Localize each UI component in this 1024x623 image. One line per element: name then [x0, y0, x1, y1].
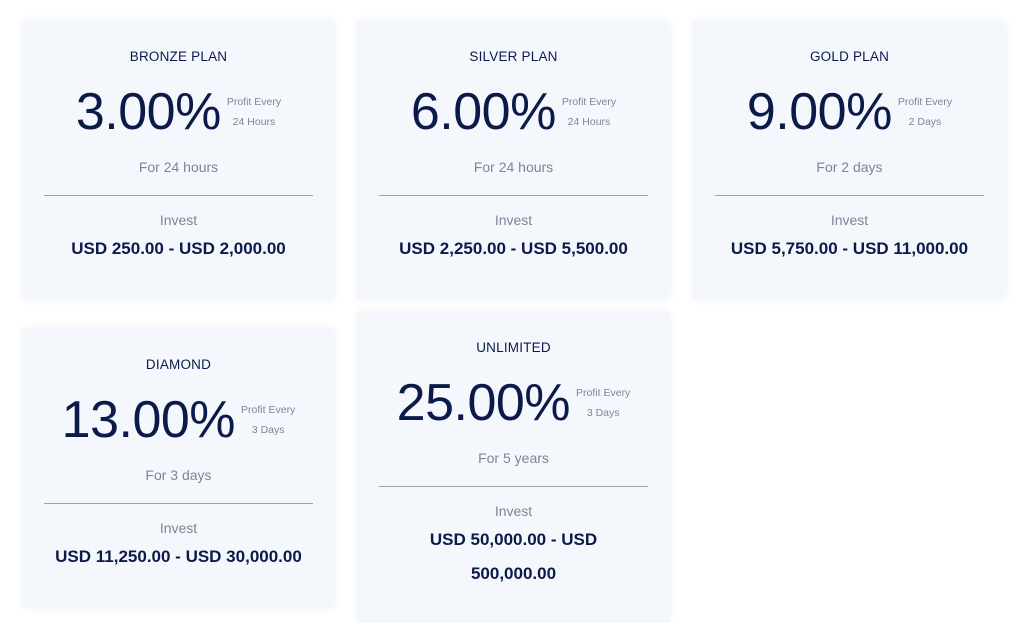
invest-range: USD 2,250.00 - USD 5,500.00	[399, 239, 628, 258]
card-divider	[379, 195, 648, 196]
plan-duration: For 3 days	[145, 467, 212, 483]
profit-frequency: Profit Every 24 Hours	[227, 92, 281, 132]
profit-label: Profit Every	[576, 387, 631, 399]
profit-interval: 3 Days	[586, 407, 620, 419]
plan-rate-row: 25.00% Profit Every 3 Days	[357, 377, 670, 429]
plan-duration: For 5 years	[478, 450, 549, 466]
plan-card-bronze: BRONZE PLAN 3.00% Profit Every 24 Hours …	[22, 20, 335, 300]
profit-label: Profit Every	[561, 96, 617, 108]
profit-interval: 24 Hours	[232, 116, 276, 128]
invest-range: USD 250.00 - USD 2,000.00	[71, 239, 286, 258]
plan-rate: 25.00%	[396, 374, 571, 432]
plan-card-gold: GOLD PLAN 9.00% Profit Every 2 Days For …	[693, 20, 1006, 300]
invest-range-line-1: USD 50,000.00 - USD	[429, 530, 598, 549]
profit-frequency: Profit Every 3 Days	[576, 383, 630, 423]
profit-interval: 24 Hours	[567, 116, 611, 128]
card-divider	[44, 195, 313, 196]
invest-label: Invest	[830, 212, 869, 228]
card-divider	[44, 503, 313, 504]
profit-frequency: Profit Every 3 Days	[241, 400, 295, 440]
plan-rate-row: 13.00% Profit Every 3 Days	[22, 394, 335, 446]
plan-rate: 13.00%	[61, 391, 236, 449]
plan-rate: 6.00%	[410, 83, 556, 141]
plan-name: BRONZE PLAN	[129, 49, 228, 64]
profit-interval: 3 Days	[251, 424, 285, 436]
plan-duration: For 24 hours	[473, 159, 554, 175]
profit-frequency: Profit Every 2 Days	[898, 92, 952, 132]
profit-label: Profit Every	[897, 96, 953, 108]
plan-name: UNLIMITED	[476, 340, 551, 355]
plan-rate-row: 9.00% Profit Every 2 Days	[693, 86, 1006, 138]
profit-interval: 2 Days	[908, 116, 942, 128]
invest-range-line-2: 500,000.00	[470, 564, 557, 583]
plan-rate-row: 6.00% Profit Every 24 Hours	[357, 86, 670, 138]
plan-duration: For 2 days	[816, 159, 883, 175]
plan-card-silver: SILVER PLAN 6.00% Profit Every 24 Hours …	[357, 20, 670, 300]
plan-name: SILVER PLAN	[469, 49, 558, 64]
invest-range: USD 50,000.00 - USD 500,000.00	[367, 523, 660, 591]
invest-label: Invest	[494, 503, 533, 519]
card-divider	[379, 486, 648, 487]
plan-card-unlimited: UNLIMITED 25.00% Profit Every 3 Days For…	[357, 311, 670, 623]
plan-rate-row: 3.00% Profit Every 24 Hours	[22, 86, 335, 138]
profit-label: Profit Every	[226, 96, 282, 108]
invest-label: Invest	[159, 520, 198, 536]
invest-label: Invest	[494, 212, 533, 228]
invest-range: USD 11,250.00 - USD 30,000.00	[55, 547, 302, 566]
plan-rate: 9.00%	[746, 83, 892, 141]
profit-label: Profit Every	[241, 404, 296, 416]
plan-card-diamond: DIAMOND 13.00% Profit Every 3 Days For 3…	[22, 328, 335, 608]
invest-range: USD 5,750.00 - USD 11,000.00	[730, 239, 969, 258]
card-divider	[715, 195, 984, 196]
plan-name: GOLD PLAN	[809, 49, 890, 64]
profit-frequency: Profit Every 24 Hours	[562, 92, 616, 132]
plan-rate: 3.00%	[75, 83, 221, 141]
plan-name: DIAMOND	[145, 357, 212, 372]
plan-duration: For 24 hours	[138, 159, 219, 175]
invest-label: Invest	[159, 212, 198, 228]
